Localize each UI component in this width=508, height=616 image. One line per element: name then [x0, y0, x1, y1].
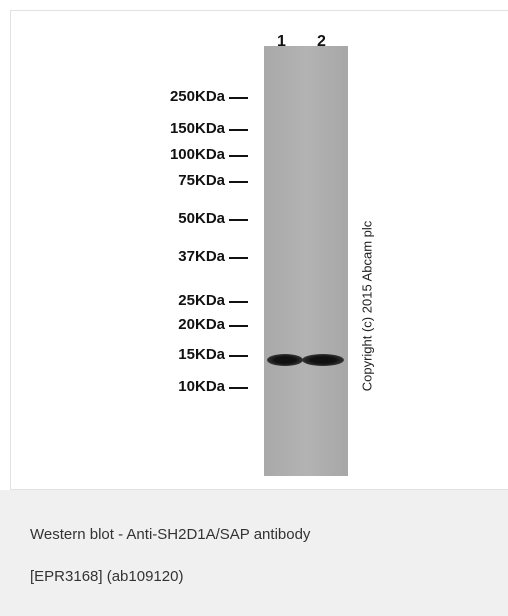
- band: [302, 354, 344, 366]
- marker-dash: [229, 325, 248, 327]
- marker-label: 50KDa: [178, 210, 225, 228]
- caption-line: [EPR3168] (ab109120): [30, 568, 183, 585]
- marker-dash: [229, 97, 248, 99]
- marker-label: 20KDa: [178, 316, 225, 334]
- marker-dash: [229, 129, 248, 131]
- lane-label: 1: [277, 33, 286, 51]
- copyright: Copyright (c) 2015 Abcam plc: [360, 221, 375, 392]
- marker-label: 100KDa: [170, 146, 225, 164]
- marker-label: 37KDa: [178, 248, 225, 266]
- marker-dash: [229, 301, 248, 303]
- gel: [264, 46, 348, 476]
- marker-dash: [229, 219, 248, 221]
- marker-label: 25KDa: [178, 292, 225, 310]
- marker-label: 15KDa: [178, 346, 225, 364]
- band: [267, 354, 303, 366]
- marker-label: 10KDa: [178, 378, 225, 396]
- figure: 1 2 250KDa 150KDa 100KDa 75KDa 50KDa 37K…: [10, 10, 508, 490]
- caption-line: Western blot - Anti-SH2D1A/SAP antibody: [30, 526, 310, 543]
- marker-dash: [229, 181, 248, 183]
- page: 1 2 250KDa 150KDa 100KDa 75KDa 50KDa 37K…: [0, 0, 508, 616]
- marker-dash: [229, 257, 248, 259]
- marker-dash: [229, 355, 248, 357]
- marker-dash: [229, 387, 248, 389]
- caption: Western blot - Anti-SH2D1A/SAP antibody …: [0, 490, 508, 616]
- marker-dash: [229, 155, 248, 157]
- marker-label: 150KDa: [170, 120, 225, 138]
- lane-label: 2: [317, 33, 326, 51]
- marker-label: 250KDa: [170, 88, 225, 106]
- marker-label: 75KDa: [178, 172, 225, 190]
